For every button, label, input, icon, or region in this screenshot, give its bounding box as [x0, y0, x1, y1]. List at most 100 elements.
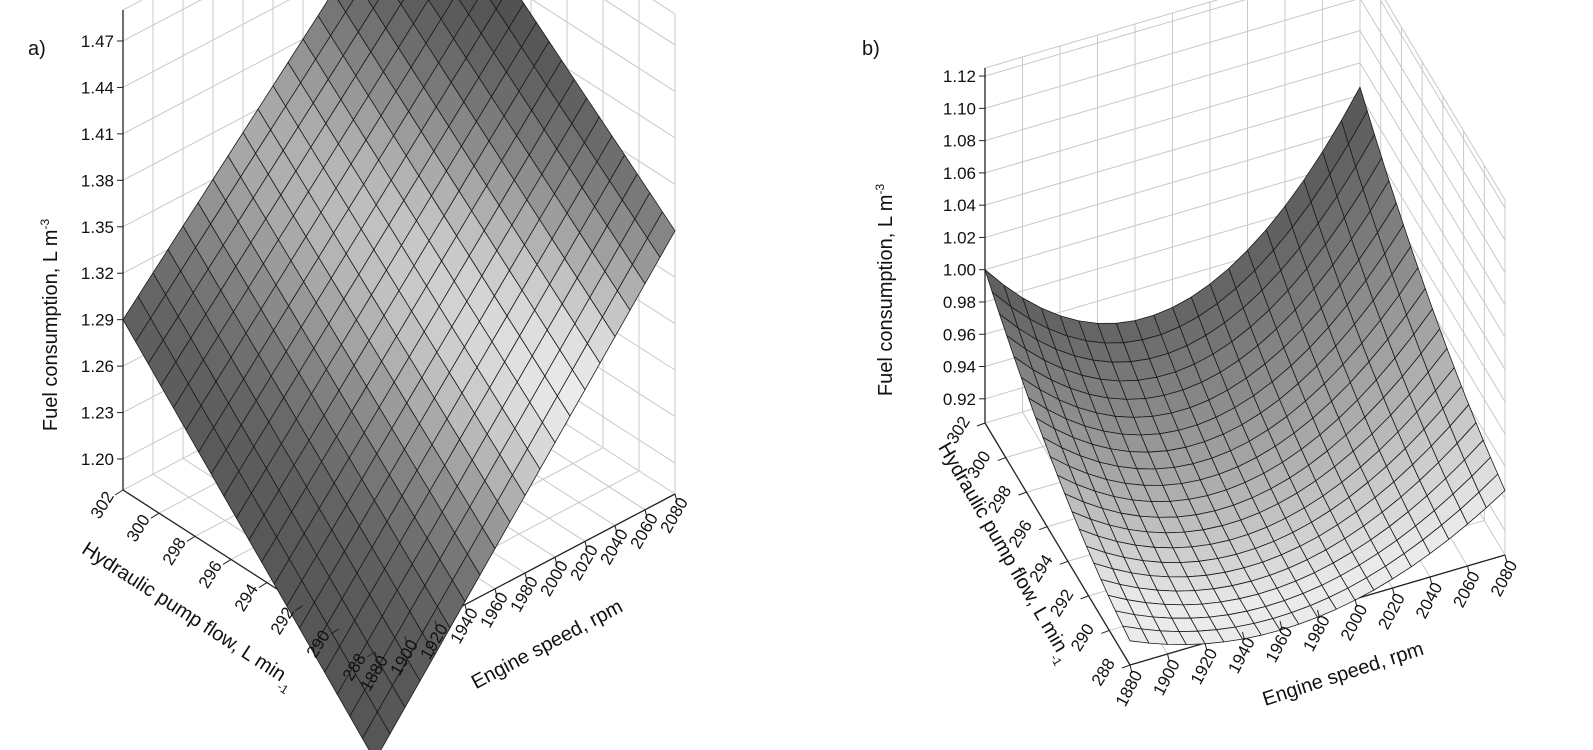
z-tick-label: 1.23	[81, 404, 114, 423]
panel-label: a)	[28, 38, 46, 60]
z-tick-label: 1.08	[943, 132, 976, 151]
back-wall-grid-line	[984, 159, 1361, 271]
surface-facet	[337, 0, 354, 13]
side-wall-grid-line	[604, 0, 676, 46]
y-tick-mark	[997, 457, 1006, 462]
side-wall-grid-line	[1359, 62, 1506, 306]
z-axis-title: Fuel consumption, L m-3	[38, 219, 62, 432]
x-tick-label: 2020	[1374, 590, 1409, 632]
y-tick-mark	[114, 489, 124, 496]
x-tick-mark	[1242, 631, 1245, 641]
y-tick-mark	[1018, 491, 1027, 496]
y-tick-mark	[1101, 629, 1110, 634]
x-tick-label: 2080	[1487, 557, 1522, 599]
x-tick-mark	[674, 493, 678, 503]
box-edge	[1384, 0, 1506, 201]
x-tick-mark	[464, 604, 468, 613]
side-wall-grid-line	[1359, 30, 1506, 273]
y-tick-mark	[1080, 595, 1089, 600]
x-tick-mark	[614, 525, 618, 534]
y-tick-mark	[294, 605, 304, 612]
x-tick-mark	[1504, 554, 1508, 564]
y-tick-mark	[366, 651, 376, 658]
z-tick-label: 0.94	[943, 358, 976, 377]
x-tick-label: 2060	[1449, 568, 1484, 610]
box-edge	[984, 0, 1219, 69]
x-tick-mark	[1467, 565, 1470, 575]
x-tick-label: 2040	[1412, 579, 1447, 621]
surface-facet	[367, 0, 379, 9]
y-tick-label: 294	[231, 581, 262, 615]
x-tick-mark	[1167, 653, 1170, 663]
y-tick-label: 298	[159, 534, 190, 568]
surface-facet	[489, 0, 503, 10]
x-tick-label: 1900	[1149, 656, 1184, 698]
panel-label: b)	[862, 38, 880, 60]
x-tick-mark	[1204, 642, 1208, 652]
x-tick-mark	[404, 636, 408, 645]
x-tick-mark	[1354, 598, 1358, 608]
x-tick-label: 1880	[1112, 667, 1147, 709]
y-tick-label: 288	[1088, 655, 1119, 689]
z-tick-label: 1.04	[943, 196, 976, 215]
back-wall-grid-line	[122, 0, 291, 88]
z-tick-label: 0.96	[943, 325, 976, 344]
x-tick-mark	[1129, 664, 1133, 674]
y-tick-mark	[186, 535, 196, 542]
back-wall-grid-line	[984, 126, 1361, 238]
back-wall-grid-line	[984, 0, 1357, 109]
side-wall-grid-line	[1359, 94, 1506, 338]
z-tick-label: 1.29	[81, 311, 114, 330]
z-tick-label: 1.06	[943, 164, 976, 183]
x-tick-mark	[1279, 620, 1283, 630]
x-tick-mark	[524, 572, 528, 582]
panel-a-surface-chart: a) 1.20 1.23 1.26 1.29 1.32 1.35 1.38 1.41 1.44 1.…	[28, 0, 692, 750]
x-tick-mark	[554, 557, 558, 566]
y-tick-mark	[258, 582, 268, 588]
y-tick-label: 300	[123, 511, 154, 545]
side-wall-grid-line	[1360, 0, 1506, 241]
x-tick-mark	[494, 588, 498, 597]
z-tick-label: 1.32	[81, 264, 114, 283]
y-axis-title: Hydraulic pump flow, L min-1	[928, 439, 1077, 669]
back-wall-grid-line	[984, 0, 1247, 77]
y-tick-mark	[150, 512, 160, 519]
z-tick-label: 1.44	[81, 78, 114, 97]
z-tick-label: 1.02	[943, 228, 976, 247]
z-axis-title: Fuel consumption, L m-3	[873, 184, 897, 397]
back-wall-grid-line	[984, 94, 1361, 206]
z-tick-label: 1.41	[81, 125, 114, 144]
x-tick-mark	[1317, 609, 1320, 619]
y-tick-mark	[1059, 560, 1069, 565]
z-tick-label: 1.12	[943, 67, 976, 86]
side-wall-grid-line	[1379, 0, 1506, 209]
y-tick-label: 290	[1067, 620, 1098, 654]
z-tick-label: 1.35	[81, 218, 114, 237]
back-wall-grid-line	[122, 0, 202, 42]
panel-b-surface-chart: b) 0.92 0.94 0.96 0.98 1.00 1.02 1.04 1.06 1.08 1.…	[862, 0, 1521, 711]
x-tick-mark	[644, 509, 648, 518]
back-wall-grid-line	[984, 30, 1361, 142]
surface-facet	[1122, 625, 1150, 644]
z-tick-label: 1.00	[943, 261, 976, 280]
side-wall-grid-line	[531, 0, 676, 92]
y-tick-label: 296	[195, 557, 226, 591]
y-tick-mark	[976, 422, 986, 427]
x-tick-label: 1920	[1187, 645, 1222, 687]
x-tick-mark	[434, 620, 438, 629]
x-tick-mark	[584, 541, 588, 550]
x-tick-mark	[374, 651, 378, 661]
surface-facet	[397, 0, 404, 5]
z-tick-label: 1.47	[81, 32, 114, 51]
back-wall-grid-line	[984, 62, 1361, 174]
surface-facet	[361, 711, 391, 750]
z-tick-label: 0.98	[943, 293, 976, 312]
y-tick-label: 302	[87, 488, 118, 522]
z-tick-label: 1.38	[81, 171, 114, 190]
z-tick-label: 1.10	[943, 99, 976, 118]
y-tick-mark	[1038, 526, 1048, 531]
x-tick-label: 2000	[1337, 601, 1372, 643]
x-tick-mark	[1392, 587, 1395, 597]
y-axis-line	[984, 422, 1131, 666]
